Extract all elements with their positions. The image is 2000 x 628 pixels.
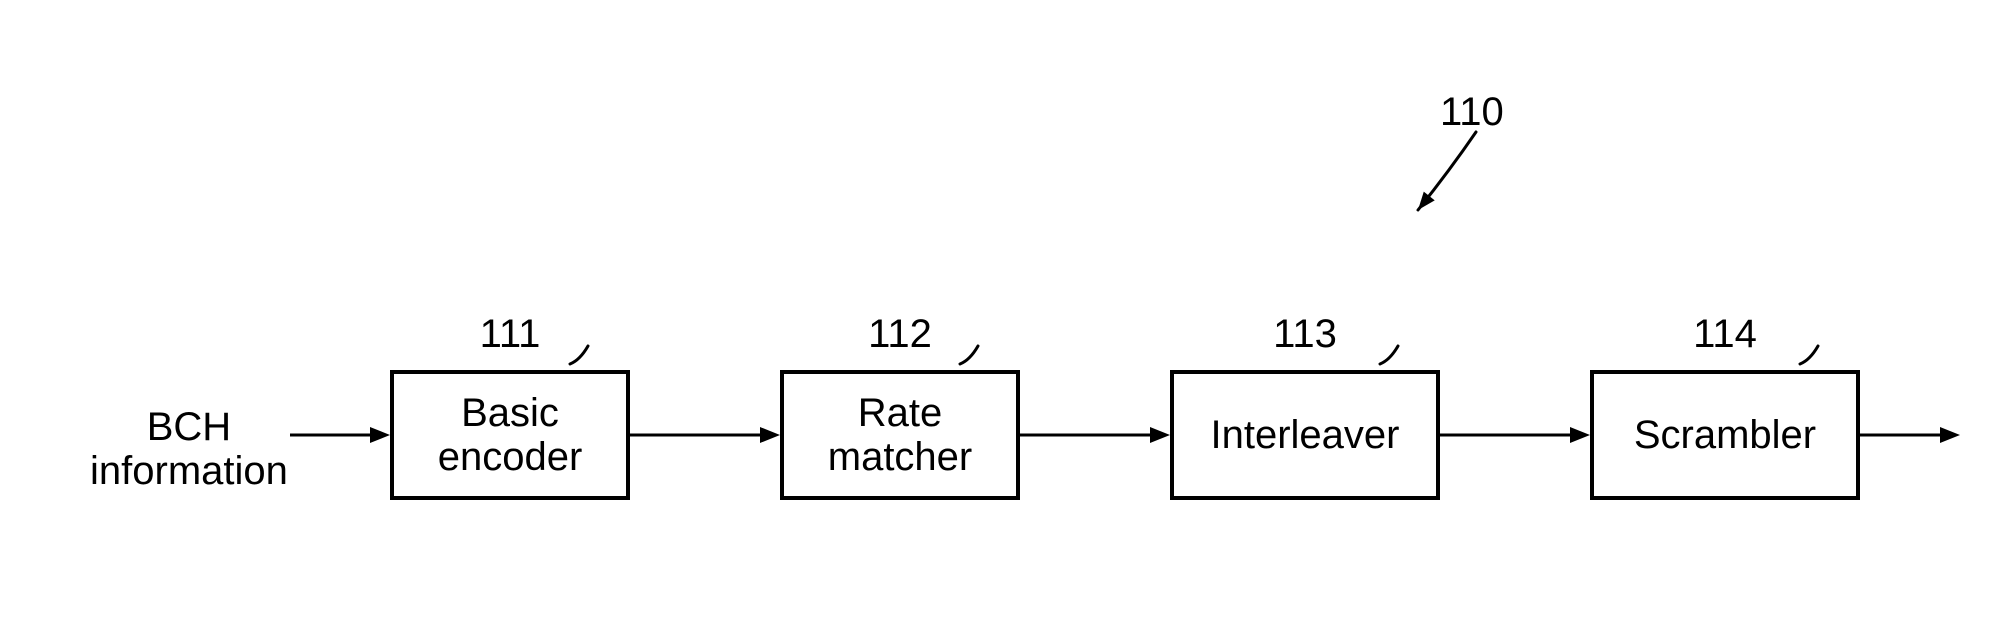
block-label: Rate matcher: [828, 391, 973, 479]
input-label-text: BCH information: [90, 405, 288, 493]
ref-label-111: 111: [470, 312, 550, 357]
ref-label-113: 113: [1265, 312, 1345, 357]
ref-label-110: 110: [1440, 90, 1504, 135]
block-rate-matcher: Rate matcher: [780, 370, 1020, 500]
ref-label-114: 114: [1685, 312, 1765, 357]
block-label: Scrambler: [1634, 413, 1816, 457]
block-scrambler: Scrambler: [1590, 370, 1860, 500]
input-label: BCH information: [90, 405, 288, 493]
block-label: Basic encoder: [438, 391, 583, 479]
block-interleaver: Interleaver: [1170, 370, 1440, 500]
block-label: Interleaver: [1211, 413, 1400, 457]
diagram-canvas: BCH information Basic encoder Rate match…: [0, 0, 2000, 628]
ref-label-112: 112: [860, 312, 940, 357]
block-basic-encoder: Basic encoder: [390, 370, 630, 500]
